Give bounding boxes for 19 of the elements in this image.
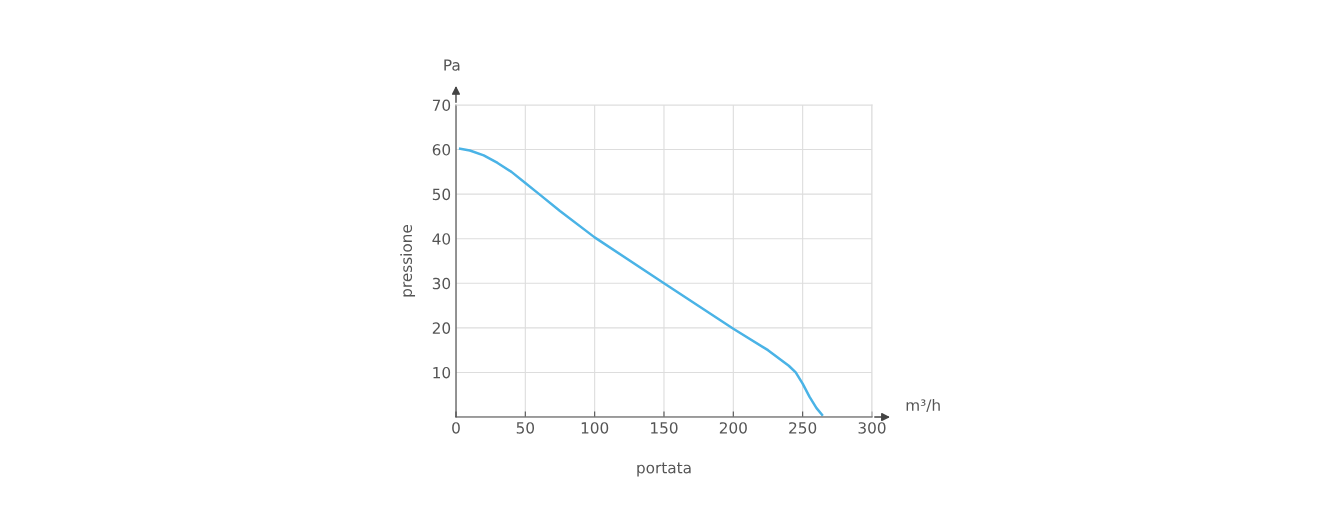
x-axis-title: portata [637,462,691,477]
x-tick-label: 150 [651,422,678,434]
x-tick-label: 200 [719,422,747,434]
x-tick-label: 50 [516,422,535,434]
y-tick-label: 70 [432,99,451,112]
x-tick-label: 300 [858,422,886,434]
y-tick-label: 10 [433,366,451,379]
x-tick-label: 0 [452,422,460,434]
y-tick-label: 30 [432,277,451,290]
line-series [458,147,824,417]
y-tick-label: 20 [432,322,451,334]
y-tick-label: 40 [432,233,451,245]
y-axis-title: pressione [400,225,416,297]
text: m³/h [906,399,940,413]
x-tick-label: 250 [789,422,817,434]
y-tick-label: 50 [432,188,451,201]
x-tick-label: 100 [581,422,609,434]
y-tick-label: 60 [432,144,451,156]
text: Pa [444,59,460,71]
